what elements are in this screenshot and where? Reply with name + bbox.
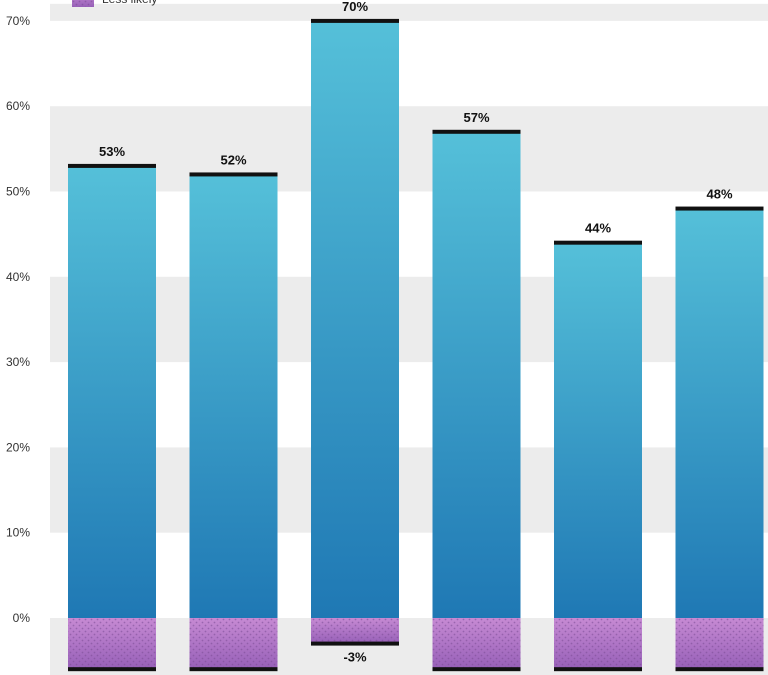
bar-negative-cap: [311, 641, 399, 646]
bar-value-label: 44%: [585, 221, 611, 236]
value-labels: 53% 52% 70% -3% 57% 44% 48%: [99, 0, 733, 665]
bar-negative-texture: [675, 618, 764, 670]
bar-positive: [675, 208, 764, 618]
y-tick-label: 20%: [6, 440, 30, 454]
grid-band: [50, 106, 768, 192]
bar-value-label: 48%: [706, 187, 732, 202]
bar-positive: [68, 165, 156, 618]
bar-negative-value-label: -3%: [343, 650, 367, 665]
grid-bands: [50, 3, 768, 675]
bar-value-label: 70%: [342, 0, 368, 14]
legend: Less likely: [72, 0, 157, 7]
y-tick-label: 50%: [6, 185, 30, 199]
bar-positive: [311, 20, 399, 618]
y-tick-label: 10%: [6, 526, 30, 540]
grid-band: [50, 447, 768, 533]
bar-negative-cap: [554, 667, 642, 672]
bar-positive-cap: [675, 206, 764, 211]
y-axis: 0% 10% 20% 30% 40% 50% 60% 70%: [6, 14, 30, 625]
y-tick-label: 70%: [6, 14, 30, 28]
bar-value-label: 53%: [99, 144, 125, 159]
legend-swatch-texture: [72, 0, 94, 7]
bar-negative-cap: [675, 667, 764, 672]
bar-positive: [554, 242, 642, 618]
y-tick-label: 60%: [6, 99, 30, 113]
bar-positive-cap: [189, 172, 278, 177]
bar-negative-texture: [554, 618, 642, 670]
bar-value-label: 57%: [463, 110, 489, 125]
bar-negative-texture: [189, 618, 278, 670]
bar-positive-cap: [68, 163, 156, 168]
bar-negative-texture: [432, 618, 521, 670]
grid-band: [50, 3, 768, 21]
bar-positive: [189, 174, 278, 618]
y-tick-label: 30%: [6, 355, 30, 369]
bar-positive-cap: [311, 18, 399, 23]
bars: [68, 18, 764, 672]
grid-band: [50, 618, 768, 675]
bar-negative-texture: [311, 618, 399, 644]
bar-value-label: 52%: [220, 152, 246, 167]
y-tick-label: 40%: [6, 270, 30, 284]
bar-positive-cap: [432, 129, 521, 134]
grid-band: [50, 276, 768, 363]
bar-positive: [432, 131, 521, 619]
bar-negative-cap: [189, 667, 278, 672]
bar-negative-cap: [432, 667, 521, 672]
legend-label: Less likely: [102, 0, 157, 6]
y-tick-label: 0%: [13, 611, 31, 625]
bar-negative-cap: [68, 667, 156, 672]
bar-negative-texture: [68, 618, 156, 670]
bar-positive-cap: [554, 240, 642, 245]
